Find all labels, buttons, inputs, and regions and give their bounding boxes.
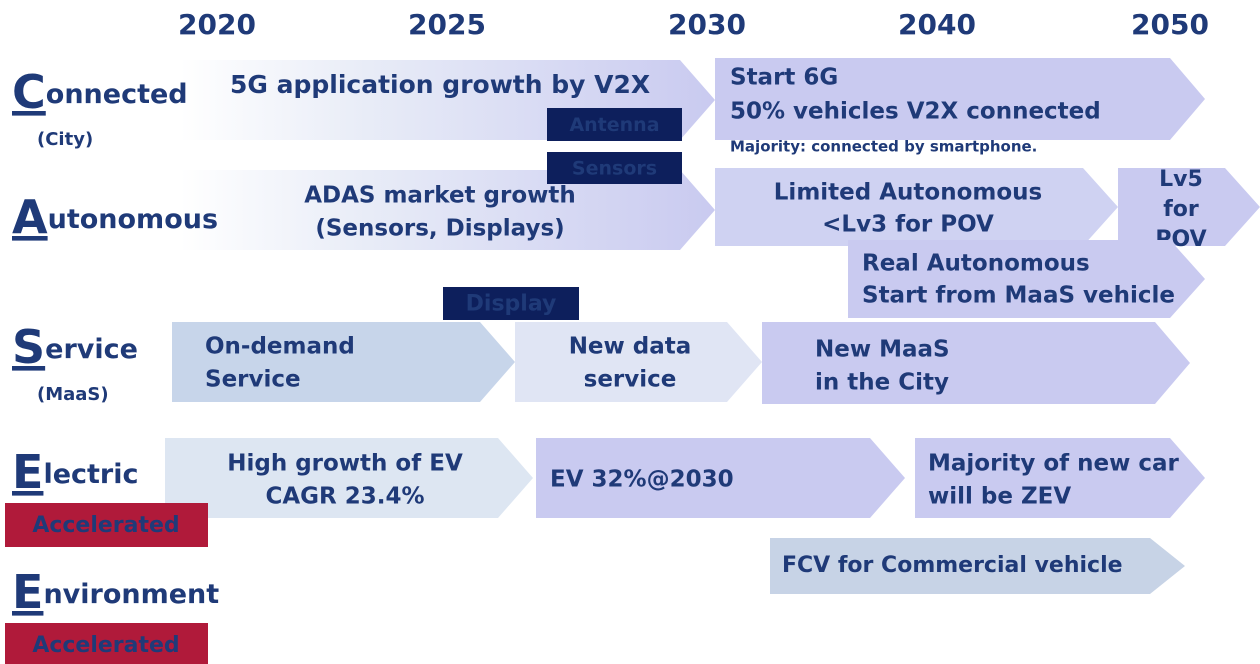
row-label: Electric (12, 445, 139, 499)
tag-box (547, 108, 682, 141)
arrow (715, 58, 1205, 140)
accelerated-text: Accelerated (32, 513, 179, 538)
arrow-text: will be ZEV (928, 484, 1071, 510)
arrow-text: Majority of new car (928, 451, 1180, 477)
arrow (165, 438, 533, 518)
arrow (172, 322, 515, 402)
accelerated-text: Accelerated (32, 633, 179, 658)
tag-text: Antenna (569, 114, 659, 136)
row-label: Connected (12, 65, 188, 119)
arrow-text: <Lv3 for POV (822, 212, 994, 238)
arrow-text: On-demand (205, 334, 355, 360)
accelerated-box (5, 503, 208, 547)
year-label: 2025 (408, 8, 486, 41)
arrow-text: New MaaS (815, 337, 950, 363)
arrow (915, 438, 1205, 518)
arrow-text: FCV for Commercial vehicle (782, 553, 1123, 578)
row-sub: (City) (37, 129, 93, 150)
arrow (770, 538, 1185, 594)
arrow-text: 5G application growth by V2X (230, 70, 650, 99)
arrow-text: Start from MaaS vehicle (862, 283, 1175, 309)
arrow-text: ADAS market growth (304, 183, 576, 209)
accelerated-box (5, 623, 208, 664)
arrow-text: service (584, 367, 677, 393)
row-label: Autonomous (12, 190, 218, 244)
tag-box (443, 287, 579, 320)
arrow-text: Lv5 (1159, 167, 1203, 192)
arrow-text: Service (205, 367, 301, 393)
tag-text: Sensors (572, 158, 657, 180)
arrow-text: (Sensors, Displays) (315, 216, 564, 242)
tag-box (547, 152, 682, 184)
arrow (1118, 168, 1260, 246)
year-label: 2030 (668, 8, 746, 41)
year-label: 2040 (898, 8, 976, 41)
arrow-text: High growth of EV (227, 451, 463, 477)
arrow-text: CAGR 23.4% (265, 484, 424, 510)
arrow (715, 168, 1118, 246)
tag-text: Display (466, 292, 557, 317)
year-label: 2020 (178, 8, 256, 41)
arrow-text: in the City (815, 370, 949, 396)
arrow-text: Start 6G (730, 65, 838, 91)
arrow-text: New data (569, 334, 692, 360)
arrow-text: Real Autonomous (862, 251, 1090, 277)
arrow (515, 322, 762, 402)
note: Majority: connected by smartphone. (730, 138, 1037, 156)
year-label: 2050 (1131, 8, 1209, 41)
row-label: Environment (12, 565, 219, 619)
arrow-text: 50% vehicles V2X connected (730, 99, 1101, 125)
row-label: Service (12, 320, 138, 374)
arrow (762, 322, 1190, 404)
arrow (180, 170, 715, 250)
arrow-text: EV 32%@2030 (550, 467, 734, 493)
arrow-text: Limited Autonomous (774, 180, 1042, 206)
row-sub: (MaaS) (37, 384, 109, 405)
arrow-text: for (1163, 197, 1199, 222)
arrow (536, 438, 905, 518)
arrow (848, 240, 1205, 318)
